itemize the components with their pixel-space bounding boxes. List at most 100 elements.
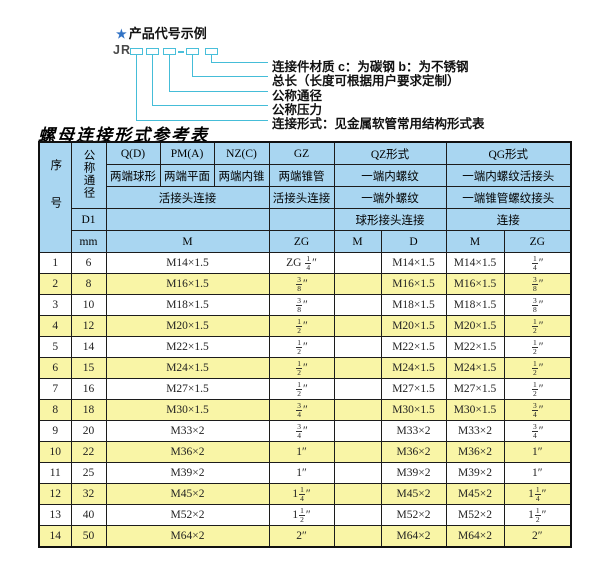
header-nzc: NZ(C): [213, 141, 270, 165]
connector-line: [211, 55, 268, 63]
diagram-heading: ★ 产品代号示例: [116, 23, 207, 42]
header-pma-desc: 两端平面: [159, 164, 215, 187]
header-zg: ZG: [268, 230, 335, 253]
cell-qg-zg: 1 2 ″: [503, 357, 572, 379]
cell-dn: 14: [70, 336, 107, 358]
cell-no: 13: [38, 504, 72, 526]
cell-qg-zg: 3 4 ″: [503, 420, 572, 442]
code-box-3: [163, 48, 176, 55]
table-row: 11 25 M39×2 1″ M39×2 M39×2 1″: [38, 462, 572, 484]
table-row: 5 14 M22×1.5 1 2 ″ M22×1.5 M22×1.5 1 2 ″: [38, 336, 572, 358]
cell-qg-m: M36×2: [445, 441, 505, 463]
cell-no: 8: [38, 399, 72, 421]
cell-qz-d: M24×1.5: [380, 357, 447, 379]
cell-qz-d: M14×1.5: [380, 252, 447, 274]
cell-qg-zg: 1 1 4 ″: [503, 483, 572, 505]
cell-qg-m: M30×1.5: [445, 399, 505, 421]
cell-qg-m: M16×1.5: [445, 273, 505, 295]
connector-line: [152, 55, 268, 106]
cell-qz-d: M45×2: [380, 483, 447, 505]
cell-dn: 32: [70, 483, 107, 505]
cell-no: 10: [38, 441, 72, 463]
table-row: 7 16 M27×1.5 1 2 ″ M27×1.5 M27×1.5 1 2 ″: [38, 378, 572, 400]
header-qd: Q(D): [105, 141, 161, 165]
cell-qz-d: M52×2: [380, 504, 447, 526]
cell-no: 1: [38, 252, 72, 274]
table-body: 1 6 M14×1.5 ZG 1 4 ″ M14×1.5 M14×1.5 1 4 ″ 2 8 M16×1.…: [38, 252, 572, 548]
cell-qz-d: M30×1.5: [380, 399, 447, 421]
table-title: 螺母连接形式参考表: [38, 126, 209, 145]
cell-gz-zg: 1 2 ″: [268, 357, 335, 379]
cell-qz-m: [333, 252, 382, 274]
cell-qz-m: [333, 462, 382, 484]
cell-qg-zg: 3 4 ″: [503, 399, 572, 421]
header-nominal-diameter: 公称通径: [70, 141, 107, 209]
cell-m: M14×1.5: [105, 252, 270, 274]
cell-qg-zg: 3 8 ″: [503, 273, 572, 295]
diagram-label-pressure: 公称压力: [272, 103, 323, 117]
cell-dn: 15: [70, 357, 107, 379]
table-row: 14 50 M64×2 2″ M64×2 M64×2 2″: [38, 525, 572, 548]
header-qz-form: QZ形式: [333, 141, 447, 165]
cell-qg-m: M18×1.5: [445, 294, 505, 316]
cell-qz-d: M36×2: [380, 441, 447, 463]
diagram-label-length: 总长（长度可根据用户要求定制）: [272, 74, 460, 88]
cell-m: M33×2: [105, 420, 270, 442]
cell-qz-m: [333, 357, 382, 379]
cell-qz-d: M64×2: [380, 525, 447, 548]
cell-qz-m: [333, 399, 382, 421]
table-header: 序号 公称通径 Q(D) PM(A) NZ(C) GZ QZ形式 QG形式 两端…: [38, 141, 572, 253]
cell-dn: 50: [70, 525, 107, 548]
header-qz-ball-joint: 球形接头连接: [333, 208, 447, 231]
cell-m: M16×1.5: [105, 273, 270, 295]
cell-gz-zg: 1 1 4 ″: [268, 483, 335, 505]
cell-qz-d: M16×1.5: [380, 273, 447, 295]
code-box-5: [205, 48, 218, 55]
star-icon: ★: [116, 27, 127, 41]
connector-line: [136, 55, 268, 121]
table-row: 13 40 M52×2 1 1 2 ″ M52×2 M52×2 1 1 2 ″: [38, 504, 572, 526]
table-row: 12 32 M45×2 1 1 4 ″ M45×2 M45×2 1 1 4 ″: [38, 483, 572, 505]
cell-m: M64×2: [105, 525, 270, 548]
cell-qg-m: M33×2: [445, 420, 505, 442]
cell-qz-m: [333, 483, 382, 505]
cell-dn: 8: [70, 273, 107, 295]
cell-no: 4: [38, 315, 72, 337]
cell-m: M18×1.5: [105, 294, 270, 316]
cell-qg-zg: 1 2 ″: [503, 336, 572, 358]
cell-qz-m: [333, 294, 382, 316]
nut-connection-reference-table: 序号 公称通径 Q(D) PM(A) NZ(C) GZ QZ形式 QG形式 两端…: [38, 141, 572, 548]
header-qg-desc2: 一端锥管螺纹接头: [445, 186, 572, 209]
cell-qz-m: [333, 378, 382, 400]
table-row: 8 18 M30×1.5 3 4 ″ M30×1.5 M30×1.5 3 4 ″: [38, 399, 572, 421]
cell-no: 3: [38, 294, 72, 316]
cell-qg-zg: 1″: [503, 462, 572, 484]
cell-qg-zg: 1″: [503, 441, 572, 463]
table-row: 1 6 M14×1.5 ZG 1 4 ″ M14×1.5 M14×1.5 1 4 ″: [38, 252, 572, 274]
header-qz-d: D: [380, 230, 447, 253]
cell-qz-d: M27×1.5: [380, 378, 447, 400]
cell-qz-d: M39×2: [380, 462, 447, 484]
header-empty-gz: [268, 208, 335, 231]
cell-no: 7: [38, 378, 72, 400]
header-gz: GZ: [268, 141, 335, 165]
cell-dn: 22: [70, 441, 107, 463]
cell-dn: 20: [70, 420, 107, 442]
cell-gz-zg: 1″: [268, 462, 335, 484]
header-qz-desc: 一端内螺纹: [333, 164, 447, 187]
cell-qg-m: M22×1.5: [445, 336, 505, 358]
cell-qg-zg: 3 8 ″: [503, 294, 572, 316]
cell-qz-m: [333, 420, 382, 442]
cell-dn: 10: [70, 294, 107, 316]
cell-qz-m: [333, 525, 382, 548]
code-box-1: [130, 48, 143, 55]
